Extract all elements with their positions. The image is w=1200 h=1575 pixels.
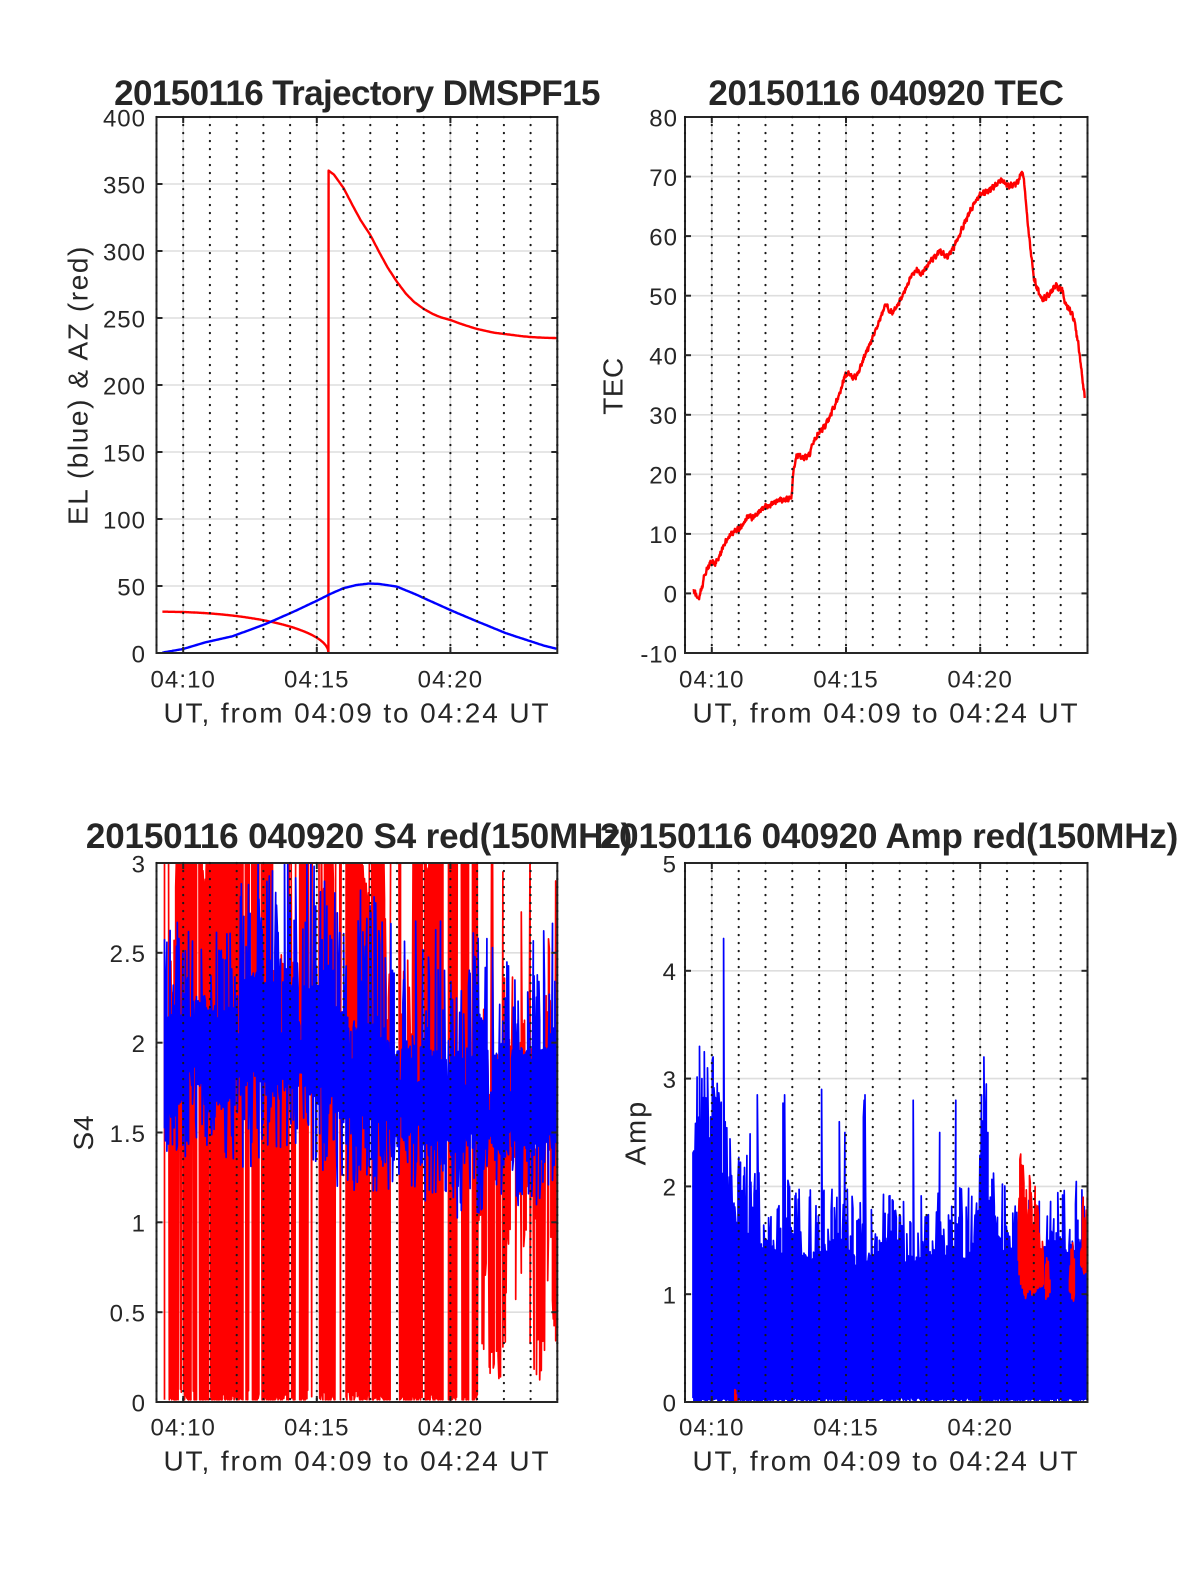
svg-text:EL (blue) & AZ (red): EL (blue) & AZ (red) <box>63 245 94 525</box>
svg-text:1: 1 <box>663 1283 677 1310</box>
svg-text:10: 10 <box>649 522 678 549</box>
svg-text:0: 0 <box>663 1390 677 1417</box>
svg-text:TEC: TEC <box>598 357 629 415</box>
svg-text:0: 0 <box>132 1390 146 1417</box>
svg-text:04:20: 04:20 <box>947 1415 1013 1442</box>
svg-text:0.5: 0.5 <box>110 1300 146 1327</box>
svg-text:50: 50 <box>117 574 146 601</box>
svg-text:350: 350 <box>103 172 146 199</box>
svg-text:04:10: 04:10 <box>679 1415 745 1442</box>
svg-text:250: 250 <box>103 306 146 333</box>
svg-text:04:20: 04:20 <box>418 1415 484 1442</box>
svg-text:Amp: Amp <box>621 1100 653 1166</box>
svg-text:5: 5 <box>663 851 677 878</box>
svg-text:UT, from 04:09 to 04:24 UT: UT, from 04:09 to 04:24 UT <box>692 1446 1079 1477</box>
svg-text:150: 150 <box>103 440 146 467</box>
svg-text:50: 50 <box>649 284 678 311</box>
svg-text:UT, from 04:09 to 04:24 UT: UT, from 04:09 to 04:24 UT <box>692 698 1079 729</box>
svg-text:0: 0 <box>664 582 678 609</box>
svg-text:80: 80 <box>649 105 678 132</box>
svg-text:20150116 040920 S4 red(150MHz): 20150116 040920 S4 red(150MHz) <box>86 817 632 856</box>
svg-text:UT, from 04:09 to 04:24 UT: UT, from 04:09 to 04:24 UT <box>163 698 550 729</box>
svg-text:3: 3 <box>132 851 146 878</box>
svg-text:200: 200 <box>103 373 146 400</box>
svg-text:4: 4 <box>663 959 677 986</box>
svg-text:S4: S4 <box>68 1115 99 1151</box>
svg-text:04:10: 04:10 <box>679 667 745 694</box>
svg-text:60: 60 <box>649 224 678 251</box>
svg-text:04:15: 04:15 <box>284 1415 350 1442</box>
svg-text:30: 30 <box>649 403 678 430</box>
svg-text:04:15: 04:15 <box>813 1415 879 1442</box>
svg-text:40: 40 <box>649 344 678 371</box>
svg-text:2.5: 2.5 <box>110 941 146 968</box>
svg-text:0: 0 <box>132 641 146 668</box>
svg-text:3: 3 <box>663 1067 677 1094</box>
svg-text:04:20: 04:20 <box>418 667 484 694</box>
svg-text:20150116 040920 TEC: 20150116 040920 TEC <box>708 74 1063 113</box>
svg-text:04:15: 04:15 <box>284 667 350 694</box>
svg-text:UT, from 04:09 to 04:24 UT: UT, from 04:09 to 04:24 UT <box>163 1446 550 1477</box>
svg-text:20150116 Trajectory DMSPF15: 20150116 Trajectory DMSPF15 <box>114 74 600 113</box>
svg-text:20150116 040920 Amp red(150MHz: 20150116 040920 Amp red(150MHz) <box>600 817 1178 856</box>
svg-text:2: 2 <box>132 1031 146 1058</box>
svg-text:-10: -10 <box>640 641 678 668</box>
svg-text:04:15: 04:15 <box>813 667 879 694</box>
svg-text:1: 1 <box>132 1211 146 1238</box>
svg-text:300: 300 <box>103 239 146 266</box>
svg-text:400: 400 <box>103 105 146 132</box>
svg-text:70: 70 <box>649 165 678 192</box>
svg-text:20: 20 <box>649 463 678 490</box>
svg-text:04:20: 04:20 <box>947 667 1013 694</box>
svg-text:04:10: 04:10 <box>150 1415 216 1442</box>
svg-text:04:10: 04:10 <box>150 667 216 694</box>
svg-text:1.5: 1.5 <box>110 1121 146 1148</box>
svg-text:100: 100 <box>103 507 146 534</box>
svg-text:2: 2 <box>663 1175 677 1202</box>
